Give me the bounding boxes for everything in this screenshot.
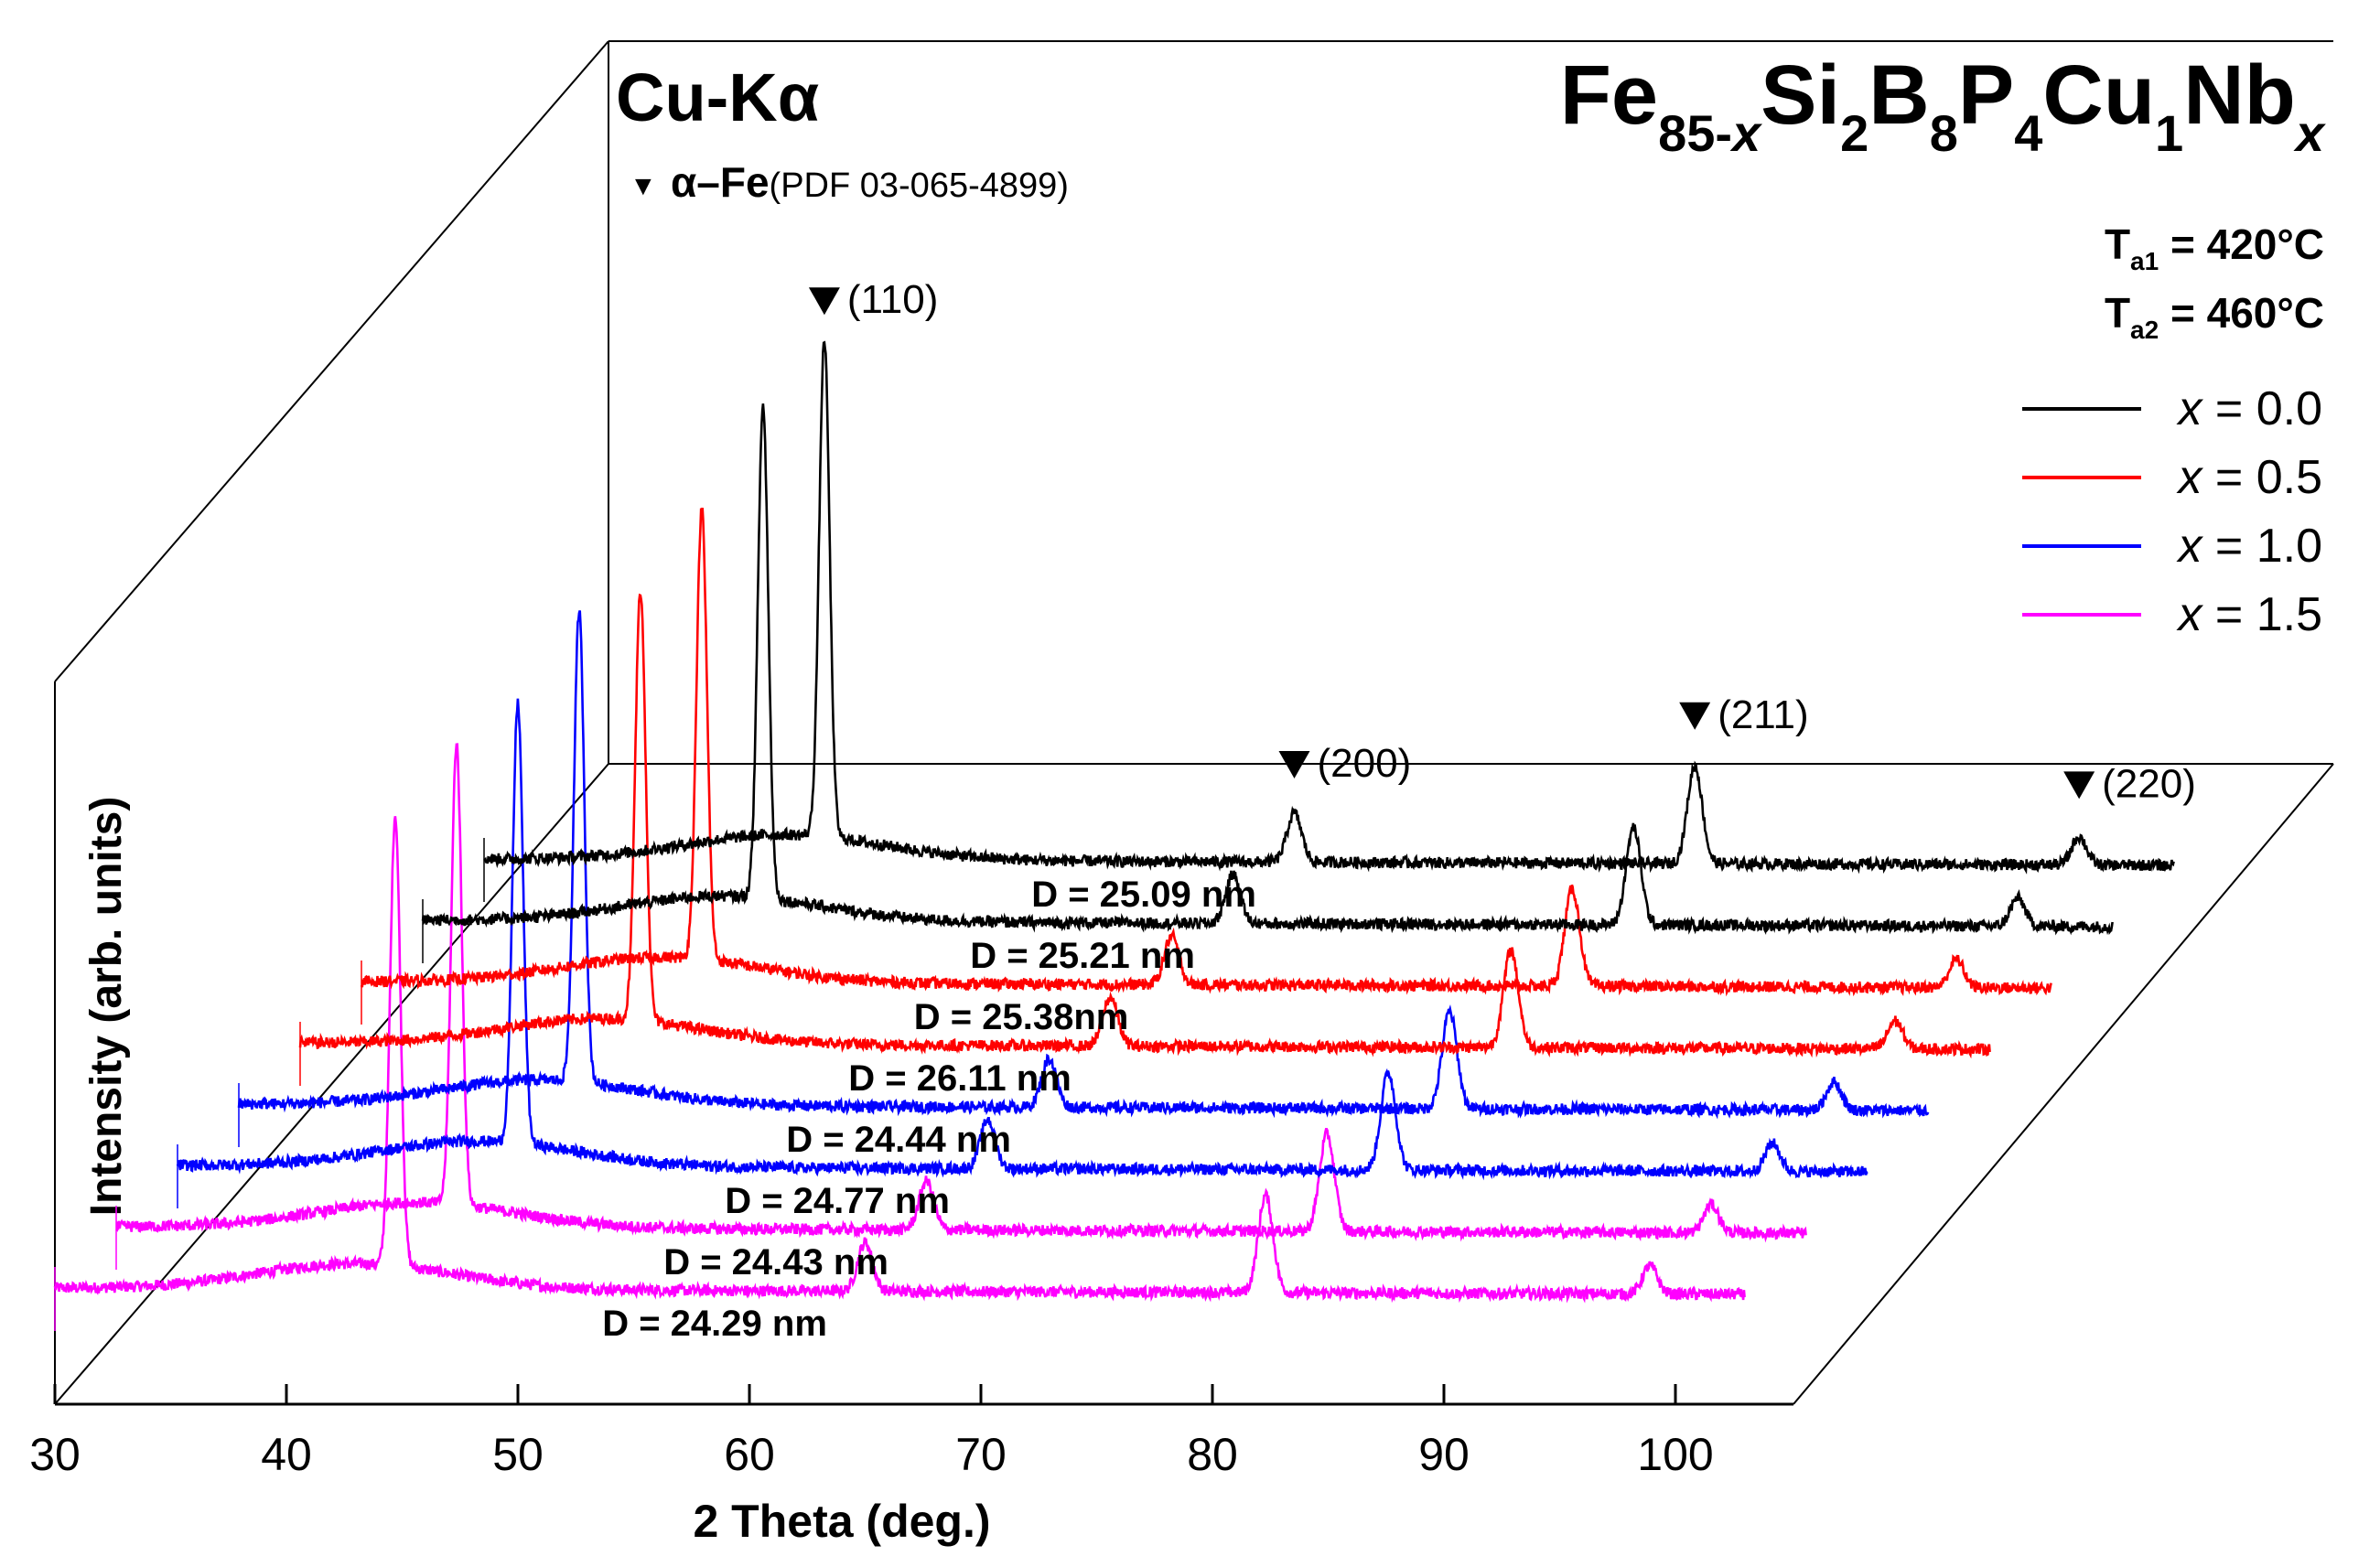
phase-marker-icon: ▼ [630, 171, 657, 201]
crystallite-size-label: D = 24.29 nm [602, 1304, 827, 1344]
spectrum-line [53, 816, 1746, 1304]
x-axis: 30 40 50 60 70 80 90 100 2 Theta (deg.) [29, 1384, 1793, 1547]
x-ticks: 30 40 50 60 70 80 90 100 [29, 1384, 1714, 1480]
phase-pdf: (PDF 03-065-4899) [770, 166, 1069, 205]
x-tick-label: 40 [261, 1429, 312, 1480]
x-tick-label: 90 [1418, 1429, 1470, 1480]
crystallite-size-label: D = 24.77 nm [725, 1181, 950, 1221]
x-tick-label: 100 [1637, 1429, 1713, 1480]
x-tick-label: 50 [492, 1429, 544, 1480]
legend-item: x = 0.0 [2022, 382, 2322, 435]
phase-reference: ▼ α–Fe(PDF 03-065-4899) [630, 158, 1069, 206]
frame-depth-bottom [54, 763, 609, 1405]
x-tick-label: 80 [1187, 1429, 1238, 1480]
svg-text:α–Fe(PDF 03-065-4899): α–Fe(PDF 03-065-4899) [671, 158, 1069, 206]
peak-hkl-label: (211) [1718, 692, 1808, 737]
spectrum-line [115, 743, 1807, 1243]
legend: x = 0.0 x = 0.5 x = 1.0 x = 1.5 [2022, 382, 2322, 641]
chart-title: Fe85-xSi2B8P4Cu1Nbx [1560, 48, 2327, 162]
x-tick-label: 70 [955, 1429, 1007, 1480]
annealing-ta2: Ta2 = 460°C [2105, 289, 2324, 344]
spectrum-line [421, 403, 2114, 936]
x-tick-label: 60 [724, 1429, 775, 1480]
legend-item: x = 1.5 [2022, 588, 2322, 641]
peak-marker-icon [808, 287, 840, 316]
x-axis-label: 2 Theta (deg.) [693, 1496, 990, 1547]
legend-item: x = 0.5 [2022, 451, 2322, 504]
y-axis-label: Intensity (arb. units) [82, 797, 131, 1217]
peak-hkl-label: (110) [847, 277, 938, 322]
spectra-group [53, 340, 2175, 1331]
peak-marker-icon [1278, 751, 1310, 778]
svg-text:x = 0.0: x = 0.0 [2175, 382, 2322, 435]
spectrum-line [483, 340, 2175, 875]
spectrum-line [176, 698, 1868, 1181]
svg-text:x = 1.0: x = 1.0 [2175, 520, 2322, 573]
radiation-label: Cu-Kα [616, 59, 819, 135]
legend-item: x = 1.0 [2022, 520, 2322, 573]
crystallite-size-label: D = 24.43 nm [663, 1242, 888, 1283]
crystallite-size-label: D = 24.44 nm [786, 1120, 1011, 1160]
peak-marker-icon [1679, 702, 1711, 730]
svg-text:x = 0.5: x = 0.5 [2175, 451, 2322, 504]
spectrum-line [237, 610, 1930, 1120]
svg-text:x = 1.5: x = 1.5 [2175, 588, 2322, 641]
crystallite-size-labels: D = 24.29 nm D = 24.43 nm D = 24.77 nm D = … [602, 875, 1256, 1344]
crystallite-size-label: D = 25.21 nm [970, 936, 1195, 976]
crystallite-size-label: D = 25.38nm [914, 997, 1129, 1037]
annealing-ta1: Ta1 = 420°C [2105, 220, 2324, 275]
crystallite-size-label: D = 25.09 nm [1031, 875, 1256, 915]
crystallite-size-label: D = 26.11 nm [848, 1058, 1071, 1099]
peak-markers: (110) (200) (211) (220) [808, 277, 2196, 806]
x-tick-label: 30 [29, 1429, 81, 1480]
spectrum-line [298, 593, 1991, 1059]
annealing-info: Ta1 = 420°C Ta2 = 460°C [2105, 220, 2324, 344]
peak-hkl-label: (200) [1318, 741, 1412, 786]
frame-depth-right [1793, 763, 2334, 1405]
plot-frame [54, 40, 2334, 1405]
peak-marker-icon [2063, 771, 2095, 800]
phase-name: α–Fe [671, 158, 770, 206]
peak-hkl-label: (220) [2102, 761, 2196, 806]
spectrum-line [360, 507, 2052, 997]
frame-depth-top [54, 40, 609, 682]
